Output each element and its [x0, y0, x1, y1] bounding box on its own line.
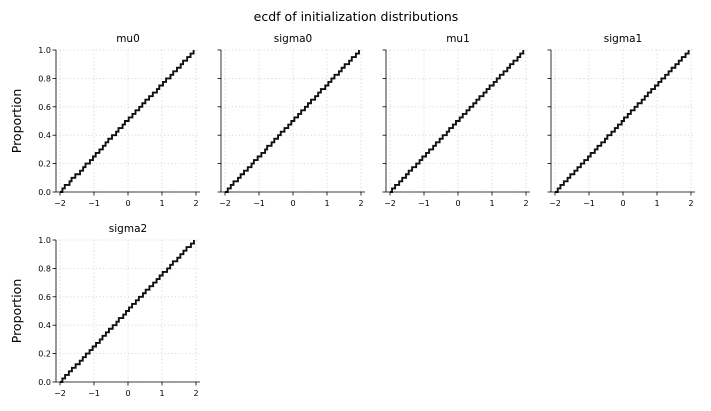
- x-tick-label: 2: [193, 199, 198, 208]
- x-tick-label: −1: [418, 199, 430, 208]
- x-tick-label: −1: [88, 199, 100, 208]
- x-tick-label: 0: [455, 199, 460, 208]
- x-tick-label: 1: [159, 389, 164, 398]
- panel-sigma1: −2 −1 0 1 2 sigma1: [547, 33, 695, 208]
- panel-title: sigma2: [109, 223, 147, 235]
- y-tick-label: 0.2: [38, 160, 51, 169]
- y-axis-label: Proportion: [9, 89, 24, 154]
- y-tick-label: 0.6: [38, 103, 51, 112]
- panel-title: mu0: [116, 33, 140, 45]
- x-tick-label: −2: [384, 199, 396, 208]
- y-tick-label: 0.8: [38, 264, 51, 273]
- x-tick-label: −1: [88, 389, 100, 398]
- x-tick-label: 1: [324, 199, 329, 208]
- x-tick-label: 2: [523, 199, 528, 208]
- y-tick-label: 0.0: [38, 188, 51, 197]
- y-tick-label: 1.0: [38, 236, 51, 245]
- panels-group: −2 −1 0 1 20.00.20.40.60.81.0mu0Proportion−2…: [9, 33, 695, 398]
- x-tick-label: −1: [253, 199, 265, 208]
- y-axis-label: Proportion: [9, 279, 24, 344]
- y-tick-label: 0.4: [38, 321, 51, 330]
- panel-mu1: −2 −1 0 1 2 mu1: [382, 33, 530, 208]
- ecdf-line-sigma2: [60, 240, 195, 383]
- y-tick-label: 0.2: [38, 350, 51, 359]
- x-tick-label: 2: [358, 199, 363, 208]
- panel-sigma0: −2 −1 0 1 2 sigma0: [217, 33, 365, 208]
- panel-title: sigma0: [274, 33, 312, 45]
- x-tick-label: −2: [549, 199, 561, 208]
- panel-title: sigma1: [604, 33, 642, 45]
- ecdf-line-sigma0: [225, 50, 360, 193]
- x-tick-label: 2: [193, 389, 198, 398]
- x-tick-label: −2: [54, 199, 66, 208]
- x-tick-label: 1: [654, 199, 659, 208]
- ecdf-line-sigma1: [555, 50, 690, 193]
- y-tick-label: 0.6: [38, 293, 51, 302]
- y-tick-label: 1.0: [38, 46, 51, 55]
- ecdf-line-mu0: [60, 50, 195, 193]
- x-tick-label: 1: [159, 199, 164, 208]
- x-tick-label: 0: [125, 389, 130, 398]
- x-tick-label: 0: [290, 199, 295, 208]
- y-tick-label: 0.4: [38, 131, 51, 140]
- y-tick-label: 0.8: [38, 74, 51, 83]
- x-tick-label: −1: [583, 199, 595, 208]
- panel-mu0: −2 −1 0 1 2 0.0 0.2 0.4 0.6 0.8 1.0 mu0 Proportion: [9, 33, 200, 208]
- panel-sigma2: −2 −1 0 1 2 0.0 0.2 0.4 0.6 0.8 1.0 sigma2 Proportio…: [9, 223, 200, 398]
- x-tick-label: 1: [489, 199, 494, 208]
- x-tick-label: −2: [54, 389, 66, 398]
- figure-title: ecdf of initialization distributions: [254, 9, 459, 24]
- ecdf-line-mu1: [390, 50, 525, 193]
- x-tick-label: 0: [620, 199, 625, 208]
- panel-title: mu1: [446, 33, 470, 45]
- y-tick-label: 0.0: [38, 378, 51, 387]
- x-tick-label: 2: [688, 199, 693, 208]
- x-tick-label: 0: [125, 199, 130, 208]
- x-tick-label: −2: [219, 199, 231, 208]
